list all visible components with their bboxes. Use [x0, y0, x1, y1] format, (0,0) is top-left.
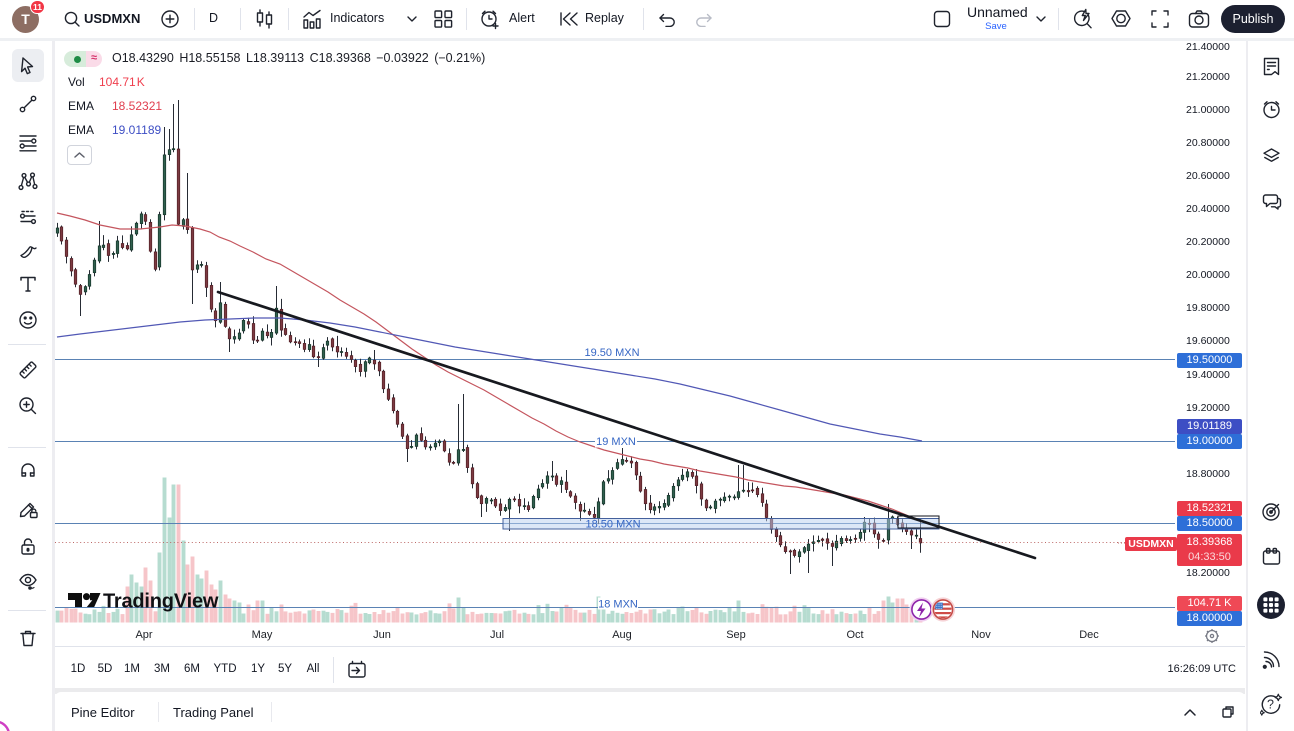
svg-text:18 MXN: 18 MXN: [598, 599, 638, 611]
svg-text:TradingView: TradingView: [103, 591, 219, 613]
svg-text:?: ?: [1267, 697, 1274, 711]
svg-text:19.50 MXN: 19.50 MXN: [584, 347, 639, 359]
svg-text:18.50 MXN: 18.50 MXN: [585, 519, 640, 531]
svg-text:19 MXN: 19 MXN: [596, 436, 636, 448]
